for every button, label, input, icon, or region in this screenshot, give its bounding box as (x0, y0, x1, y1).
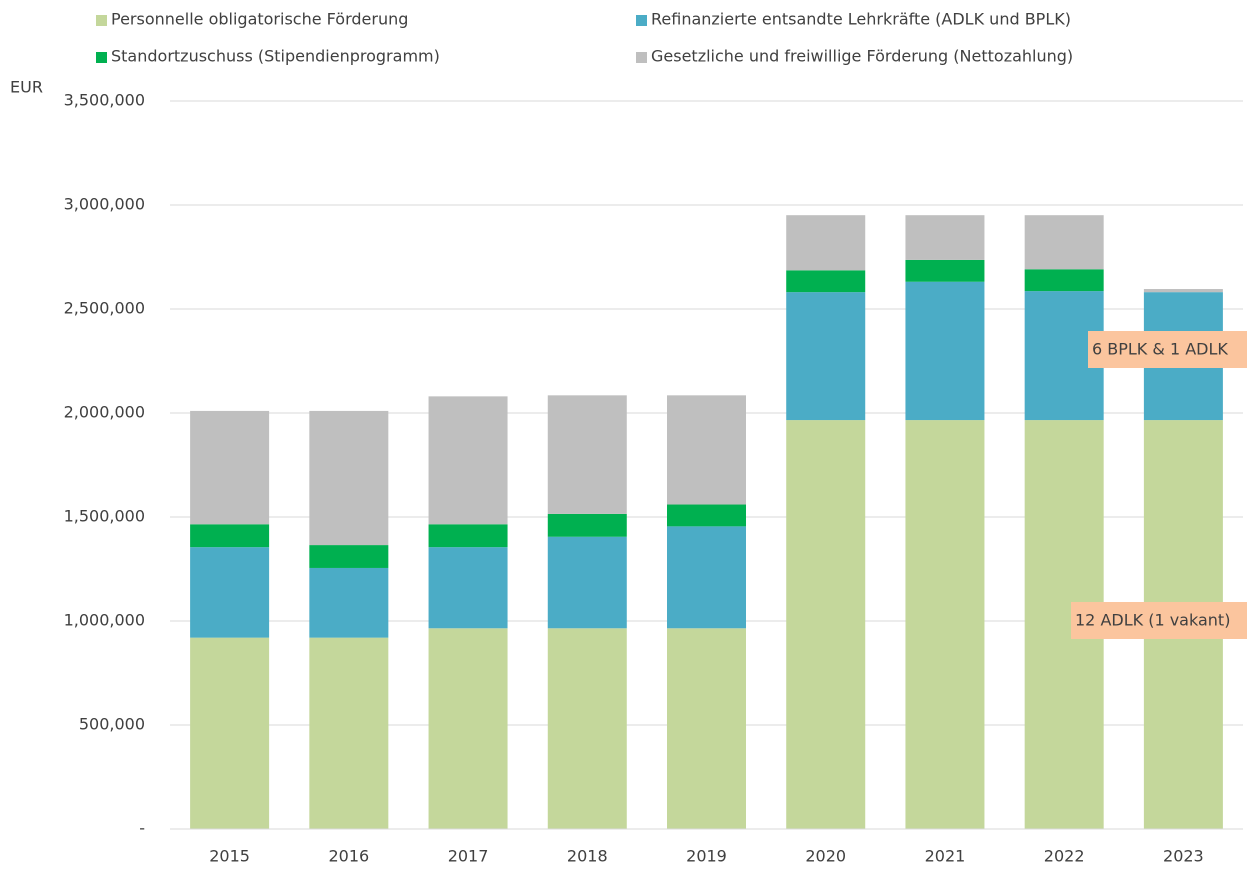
y-tick-label: 500,000 (79, 715, 145, 734)
legend-label: Gesetzliche und freiwillige Förderung (N… (651, 47, 1073, 66)
bar-segment (1024, 215, 1104, 270)
x-tick-label: 2018 (567, 847, 608, 866)
y-tick-label: 2,000,000 (64, 403, 145, 422)
bar-segment (309, 545, 389, 568)
bar-segment (547, 395, 627, 514)
y-tick-label: 2,500,000 (64, 299, 145, 318)
y-tick-label: 1,500,000 (64, 507, 145, 526)
x-tick-label: 2017 (448, 847, 489, 866)
bar-segment (428, 396, 508, 525)
annotation-box (1088, 331, 1247, 368)
bar-segment (786, 292, 866, 421)
legend-label: Refinanzierte entsandte Lehrkräfte (ADLK… (651, 10, 1071, 29)
bar-segment (428, 547, 508, 629)
bar-segment (1024, 269, 1104, 292)
bar-segment (428, 628, 508, 829)
bar-segment (786, 420, 866, 829)
legend-swatch (96, 52, 107, 63)
annotation: 12 ADLK (1 vakant) (1075, 611, 1230, 630)
bar-segment (428, 524, 508, 548)
bar-segment (786, 215, 866, 271)
bar-segment (309, 637, 389, 829)
legend-swatch (96, 15, 107, 26)
bar-segment (309, 567, 389, 638)
x-tick-label: 2019 (686, 847, 727, 866)
bar-segment (667, 395, 746, 505)
legend-swatch (636, 15, 647, 26)
legend-swatch (636, 52, 647, 63)
bar-segment (547, 513, 627, 537)
bar-segment (667, 504, 746, 527)
legend-label: Standortzuschuss (Stipendienprogramm) (111, 47, 440, 66)
x-tick-label: 2015 (209, 847, 250, 866)
y-tick-label: 1,000,000 (64, 611, 145, 630)
bar-segment (667, 628, 746, 829)
bar-segment (786, 270, 866, 293)
y-tick-label: 3,500,000 (64, 91, 145, 110)
bar-segment (547, 628, 627, 829)
y-axis-label: EUR (10, 78, 43, 97)
bar-segment (190, 637, 270, 829)
bar-segment (667, 526, 746, 629)
bar-segment (309, 410, 389, 546)
annotation-box (1071, 602, 1247, 639)
annotation: 6 BPLK & 1 ADLK (1092, 340, 1228, 359)
x-tick-label: 2020 (805, 847, 846, 866)
legend-label: Personnelle obligatorische Förderung (111, 10, 408, 29)
bar-segment (905, 281, 985, 421)
x-tick-label: 2022 (1044, 847, 1085, 866)
x-tick-label: 2023 (1163, 847, 1204, 866)
x-tick-label: 2021 (925, 847, 966, 866)
y-tick-label: 3,000,000 (64, 195, 145, 214)
bar-segment (905, 259, 985, 282)
x-tick-label: 2016 (328, 847, 369, 866)
y-tick-label: - (139, 819, 145, 838)
bar-segment (190, 410, 270, 525)
bar-segment (190, 547, 270, 638)
bar-segment (1143, 289, 1223, 293)
bar-segment (547, 536, 627, 629)
bar-segment (190, 524, 270, 548)
bar-segment (905, 215, 985, 260)
bar-segment (905, 420, 985, 829)
